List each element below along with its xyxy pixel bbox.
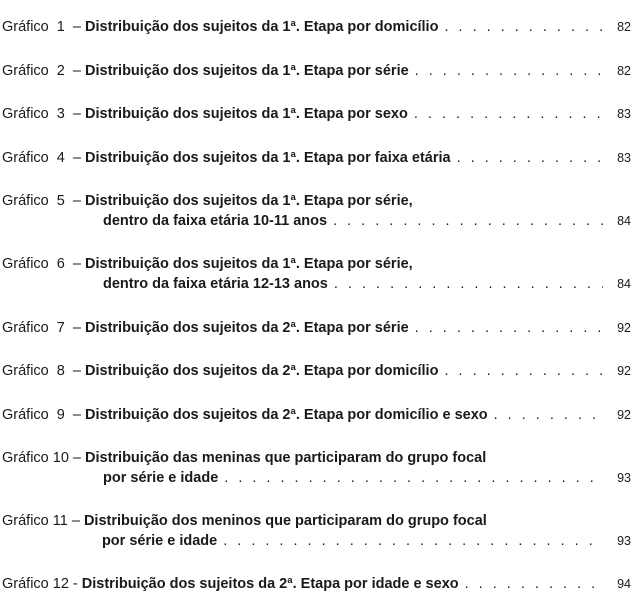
entry-label: Gráfico 9 – — [2, 406, 85, 426]
entry-title-wrap: Distribuição dos sujeitos da 2ª. Etapa p… — [85, 406, 631, 426]
entry-label: Gráfico 6 – — [2, 255, 85, 275]
page-number: 82 — [603, 19, 631, 36]
entry-row-1: Distribuição dos sujeitos da 2ª. Etapa p… — [85, 319, 631, 339]
page-number: 83 — [603, 106, 631, 123]
list-entry: Gráfico 11 – Distribuição dos meninos qu… — [2, 512, 631, 551]
leader-dots: . . . . . . . . . . . . . . . . . . . . … — [327, 212, 603, 232]
entry-title-wrap: Distribuição dos sujeitos da 1ª. Etapa p… — [85, 192, 631, 231]
entry-title-1: Distribuição dos sujeitos da 1ª. Etapa p… — [85, 192, 413, 212]
list-entry: Gráfico 6 – Distribuição dos sujeitos da… — [2, 255, 631, 294]
entry-label: Gráfico 4 – — [2, 149, 85, 169]
entry-title-wrap: Distribuição dos sujeitos da 1ª. Etapa p… — [85, 255, 631, 294]
entry-title-1: Distribuição dos sujeitos da 1ª. Etapa p… — [85, 62, 409, 82]
leader-dots: . . . . . . . . . . . . . . . . . . . . … — [409, 62, 603, 82]
leader-dots: . . . . . . . . . . . . . . . . . . . . … — [409, 319, 603, 339]
entry-row-1: Distribuição dos sujeitos da 1ª. Etapa p… — [85, 149, 631, 169]
entry-title-1: Distribuição dos sujeitos da 2ª. Etapa p… — [85, 406, 488, 426]
list-entry: Gráfico 7 – Distribuição dos sujeitos da… — [2, 319, 631, 339]
grafico-list: Gráfico 1 – Distribuição dos sujeitos da… — [2, 18, 631, 595]
entry-label: Gráfico 3 – — [2, 105, 85, 125]
page-number: 93 — [603, 470, 631, 487]
entry-row-2: por série e idade. . . . . . . . . . . .… — [85, 469, 631, 489]
entry-row-1: Distribuição dos sujeitos da 1ª. Etapa p… — [85, 105, 631, 125]
entry-title-1: Distribuição dos sujeitos da 1ª. Etapa p… — [85, 149, 451, 169]
page-number: 92 — [603, 363, 631, 380]
list-entry: Gráfico 4 – Distribuição dos sujeitos da… — [2, 149, 631, 169]
page-number: 84 — [603, 213, 631, 230]
page-number: 94 — [603, 576, 631, 593]
entry-title-wrap: Distribuição dos sujeitos da 1ª. Etapa p… — [85, 18, 631, 38]
entry-title-1: Distribuição dos sujeitos da 1ª. Etapa p… — [85, 255, 413, 275]
entry-row-1: Distribuição dos sujeitos da 1ª. Etapa p… — [85, 62, 631, 82]
leader-dots: . . . . . . . . . . . . . . . . . . . . … — [328, 275, 603, 295]
entry-row-2: dentro da faixa etária 10-11 anos. . . .… — [85, 212, 631, 232]
entry-row-1: Distribuição dos sujeitos da 2ª. Etapa p… — [85, 406, 631, 426]
list-entry: Gráfico 5 – Distribuição dos sujeitos da… — [2, 192, 631, 231]
list-entry: Gráfico 10 – Distribuição das meninas qu… — [2, 449, 631, 488]
entry-row-1: Distribuição dos meninos que participara… — [84, 512, 631, 532]
entry-title-1: Distribuição dos meninos que participara… — [84, 512, 487, 532]
entry-row-1: Distribuição dos sujeitos da 1ª. Etapa p… — [85, 18, 631, 38]
entry-title-wrap: Distribuição dos sujeitos da 1ª. Etapa p… — [85, 105, 631, 125]
page-number: 92 — [603, 320, 631, 337]
entry-title-wrap: Distribuição das meninas que participara… — [85, 449, 631, 488]
entry-title-1: Distribuição dos sujeitos da 2ª. Etapa p… — [85, 319, 409, 339]
entry-title-2: dentro da faixa etária 10-11 anos — [103, 212, 327, 232]
entry-title-1: Distribuição dos sujeitos da 2ª. Etapa p… — [85, 362, 438, 382]
entry-label: Gráfico 7 – — [2, 319, 85, 339]
leader-dots: . . . . . . . . . . . . . . . . . . . . … — [459, 575, 603, 595]
entry-title-wrap: Distribuição dos sujeitos da 1ª. Etapa p… — [85, 149, 631, 169]
entry-title-wrap: Distribuição dos sujeitos da 1ª. Etapa p… — [85, 62, 631, 82]
entry-label: Gráfico 5 – — [2, 192, 85, 212]
entry-title-2: dentro da faixa etária 12-13 anos — [103, 275, 328, 295]
entry-label: Gráfico 1 – — [2, 18, 85, 38]
entry-row-2: dentro da faixa etária 12-13 anos. . . .… — [85, 275, 631, 295]
entry-label: Gráfico 12 - — [2, 575, 82, 595]
page-number: 92 — [603, 407, 631, 424]
entry-label: Gráfico 11 – — [2, 512, 84, 532]
page-number: 82 — [603, 63, 631, 80]
leader-dots: . . . . . . . . . . . . . . . . . . . . … — [438, 18, 603, 38]
list-entry: Gráfico 3 – Distribuição dos sujeitos da… — [2, 105, 631, 125]
page-number: 93 — [603, 533, 631, 550]
entry-label: Gráfico 10 – — [2, 449, 85, 469]
entry-row-1: Distribuição dos sujeitos da 2ª. Etapa p… — [82, 575, 631, 595]
entry-title-1: Distribuição dos sujeitos da 2ª. Etapa p… — [82, 575, 459, 595]
entry-label: Gráfico 2 – — [2, 62, 85, 82]
leader-dots: . . . . . . . . . . . . . . . . . . . . … — [217, 532, 603, 552]
entry-row-1: Distribuição das meninas que participara… — [85, 449, 631, 469]
list-entry: Gráfico 1 – Distribuição dos sujeitos da… — [2, 18, 631, 38]
list-entry: Gráfico 9 – Distribuição dos sujeitos da… — [2, 406, 631, 426]
entry-row-2: por série e idade. . . . . . . . . . . .… — [84, 532, 631, 552]
leader-dots: . . . . . . . . . . . . . . . . . . . . … — [451, 149, 603, 169]
entry-title-1: Distribuição dos sujeitos da 1ª. Etapa p… — [85, 105, 408, 125]
entry-row-1: Distribuição dos sujeitos da 1ª. Etapa p… — [85, 255, 631, 275]
entry-title-wrap: Distribuição dos sujeitos da 2ª. Etapa p… — [85, 319, 631, 339]
entry-row-1: Distribuição dos sujeitos da 1ª. Etapa p… — [85, 192, 631, 212]
page-number: 84 — [603, 276, 631, 293]
list-entry: Gráfico 2 – Distribuição dos sujeitos da… — [2, 62, 631, 82]
leader-dots: . . . . . . . . . . . . . . . . . . . . … — [408, 105, 603, 125]
entry-title-2: por série e idade — [102, 532, 217, 552]
entry-title-wrap: Distribuição dos sujeitos da 2ª. Etapa p… — [82, 575, 631, 595]
list-entry: Gráfico 8 – Distribuição dos sujeitos da… — [2, 362, 631, 382]
leader-dots: . . . . . . . . . . . . . . . . . . . . … — [488, 406, 603, 426]
entry-title-1: Distribuição dos sujeitos da 1ª. Etapa p… — [85, 18, 438, 38]
entry-title-2: por série e idade — [103, 469, 218, 489]
entry-label: Gráfico 8 – — [2, 362, 85, 382]
page-number: 83 — [603, 150, 631, 167]
entry-title-wrap: Distribuição dos sujeitos da 2ª. Etapa p… — [85, 362, 631, 382]
entry-title-1: Distribuição das meninas que participara… — [85, 449, 486, 469]
entry-title-wrap: Distribuição dos meninos que participara… — [84, 512, 631, 551]
entry-row-1: Distribuição dos sujeitos da 2ª. Etapa p… — [85, 362, 631, 382]
list-entry: Gráfico 12 - Distribuição dos sujeitos d… — [2, 575, 631, 595]
leader-dots: . . . . . . . . . . . . . . . . . . . . … — [218, 469, 603, 489]
leader-dots: . . . . . . . . . . . . . . . . . . . . … — [438, 362, 603, 382]
